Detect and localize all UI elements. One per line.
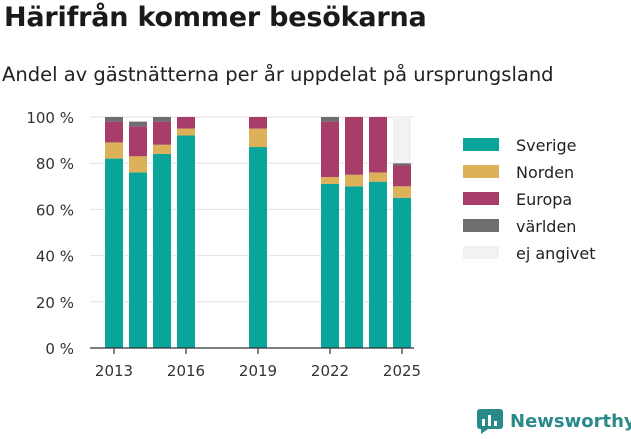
chart-subtitle: Andel av gästnätterna per år uppdelat på… — [2, 63, 554, 86]
bar-segment-europa-2014 — [129, 126, 147, 157]
bar-segment-världen-2014 — [129, 121, 147, 127]
bar-segment-europa-2024 — [369, 117, 387, 173]
bar-segment-sverige-2019 — [249, 147, 267, 348]
bar-segment-sverige-2025 — [393, 197, 411, 348]
bar-segment-sverige-2013 — [105, 158, 123, 348]
bar-segment-norden-2024 — [369, 172, 387, 182]
bars — [105, 117, 411, 348]
bar-segment-sverige-2024 — [369, 181, 387, 348]
y-tick-label: 20 % — [36, 294, 74, 312]
legend: Sverige Norden Europa världen ej angivet — [463, 136, 596, 263]
bar-segment-europa-2022 — [321, 121, 339, 178]
bar-segment-världen-2015 — [153, 117, 171, 122]
x-tick-label: 2013 — [95, 362, 133, 380]
chart-title: Härifrån kommer besökarna — [4, 2, 427, 33]
bar-segment-världen-2013 — [105, 117, 123, 122]
x-tick-label: 2016 — [167, 362, 205, 380]
bar-segment-europa-2023 — [345, 117, 363, 175]
legend-swatch-norden — [463, 165, 499, 178]
bar-segment-norden-2013 — [105, 142, 123, 159]
bar-segment-ej-angivet-2025 — [393, 117, 411, 164]
bar-segment-sverige-2014 — [129, 172, 147, 348]
bar-segment-världen-2025 — [393, 163, 411, 166]
legend-label: Norden — [516, 163, 574, 182]
bar-segment-norden-2014 — [129, 156, 147, 173]
bar-segment-sverige-2023 — [345, 186, 363, 348]
x-tick-label: 2022 — [311, 362, 349, 380]
bar-segment-europa-2025 — [393, 165, 411, 187]
bar-segment-sverige-2016 — [177, 135, 195, 348]
bar-segment-norden-2025 — [393, 186, 411, 198]
legend-swatch-ej-angivet — [463, 246, 499, 259]
bar-segment-norden-2016 — [177, 128, 195, 136]
bar-segment-sverige-2015 — [153, 153, 171, 348]
legend-swatch-sverige — [463, 138, 499, 151]
y-tick-label: 60 % — [36, 201, 74, 219]
brand-logo: Newsworthy — [476, 408, 631, 434]
y-tick-label: 100 % — [26, 109, 74, 127]
bar-segment-norden-2019 — [249, 128, 267, 148]
bar-segment-europa-2016 — [177, 117, 195, 129]
y-tick-label: 40 % — [36, 248, 74, 266]
legend-label: Sverige — [516, 136, 577, 155]
newsworthy-logo-icon — [477, 409, 503, 434]
bar-segment-världen-2022 — [321, 117, 339, 122]
legend-swatch-europa — [463, 192, 499, 205]
y-tick-label: 80 % — [36, 155, 74, 173]
bar-segment-europa-2019 — [249, 117, 267, 129]
bar-segment-norden-2022 — [321, 177, 339, 184]
brand-name: Newsworthy — [510, 410, 631, 432]
axes: 0 % 20 % 40 % 60 % 80 % 100 % 2013 2016 2019 2022… — [26, 109, 421, 380]
bar-segment-europa-2015 — [153, 121, 171, 145]
x-tick-label: 2025 — [383, 362, 421, 380]
legend-label: Europa — [516, 190, 572, 209]
bar-segment-norden-2023 — [345, 174, 363, 187]
legend-label: ej angivet — [516, 244, 596, 263]
x-tick-label: 2019 — [239, 362, 277, 380]
legend-swatch-världen — [463, 219, 499, 232]
y-tick-label: 0 % — [45, 340, 74, 358]
bar-segment-europa-2013 — [105, 121, 123, 143]
bar-segment-norden-2015 — [153, 144, 171, 154]
legend-label: världen — [516, 217, 576, 236]
bar-segment-sverige-2022 — [321, 183, 339, 348]
